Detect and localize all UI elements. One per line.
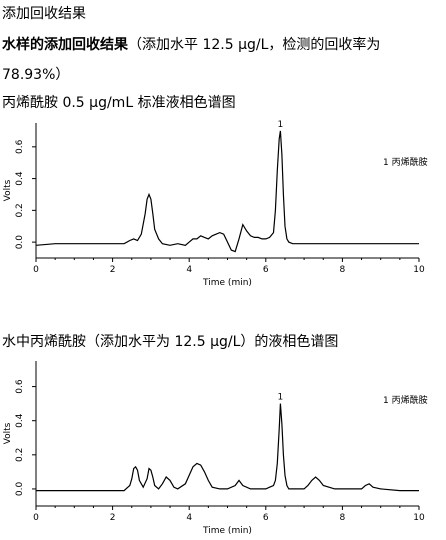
chart1-x-tick-label: 8	[340, 265, 346, 275]
chart1-peak-label: 1	[277, 120, 283, 130]
summary-line-2: 78.93%）	[2, 67, 70, 83]
chart1-x-tick-label: 10	[413, 265, 425, 275]
chart1-x-tick-label: 6	[263, 265, 269, 275]
chart1-y-tick-label: 0.4	[15, 171, 25, 186]
chart1-y-tick-label: 0.0	[15, 235, 25, 250]
chart1-x-tick-label: 4	[186, 265, 192, 275]
chart1-y-tick-label: 0.6	[15, 139, 25, 154]
chart1-x-tick-label: 0	[33, 265, 39, 275]
chart1-caption: 丙烯酰胺 0.5 μg/mL 标准液相色谱图	[2, 95, 236, 111]
chart1-legend: 1 丙烯酰胺	[383, 156, 428, 168]
chart1-x-tick-label: 2	[110, 265, 116, 275]
summary-bold: 水样的添加回收结果	[2, 37, 128, 53]
summary-line-1: 水样的添加回收结果（添加水平 12.5 μg/L，检测的回收率为	[2, 36, 380, 54]
chart1-y-axis-label: Volts	[3, 179, 13, 201]
chart1-x-axis-label: Time (min)	[202, 278, 252, 288]
summary-rest: （添加水平 12.5 μg/L，检测的回收率为	[128, 37, 381, 53]
chart1-trace-line	[35, 130, 419, 253]
header-title: 添加回收结果	[2, 6, 86, 22]
chart2-caption: 水中丙烯酰胺（添加水平为 12.5 μg/L）的液相色谱图	[2, 334, 339, 350]
chart1-y-tick-label: 0.2	[15, 203, 25, 217]
